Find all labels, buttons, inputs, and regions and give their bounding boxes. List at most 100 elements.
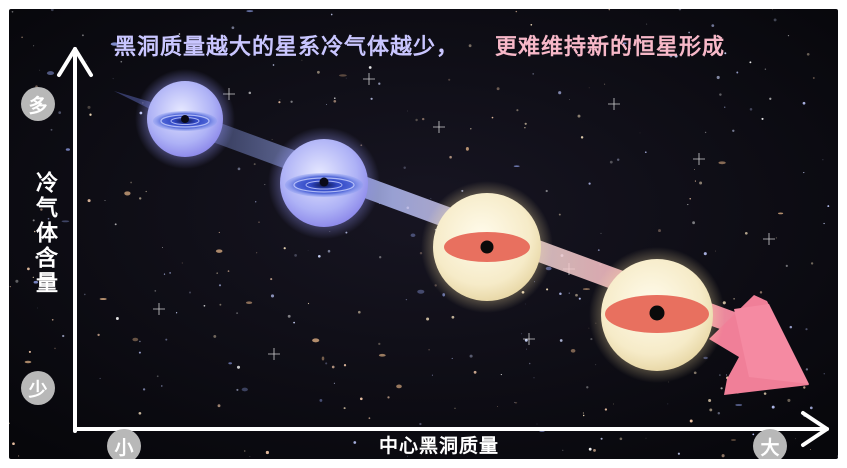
distant-galaxy — [570, 348, 576, 353]
galaxy-gas-rich-1 — [135, 69, 235, 169]
star — [18, 455, 20, 457]
x-axis-right-badge: 大 — [753, 429, 787, 459]
galaxy-gas-poor-1 — [421, 181, 553, 313]
star — [619, 437, 623, 441]
galaxy-gas-poor-2 — [589, 247, 725, 383]
x-axis-left-badge: 小 — [107, 429, 141, 459]
star — [646, 23, 648, 25]
star — [175, 312, 178, 314]
star — [40, 201, 43, 204]
star — [733, 297, 735, 300]
star — [253, 163, 256, 166]
star — [256, 252, 258, 254]
star — [287, 314, 291, 318]
star — [421, 117, 425, 121]
star — [11, 10, 14, 13]
star — [156, 375, 159, 378]
star — [227, 270, 230, 272]
star — [703, 252, 707, 256]
star — [724, 106, 726, 108]
star — [514, 401, 516, 403]
star — [249, 456, 251, 458]
star — [806, 52, 810, 56]
star — [556, 44, 559, 47]
star — [687, 204, 689, 206]
star — [33, 45, 35, 47]
star — [562, 449, 564, 451]
star — [470, 128, 472, 130]
star — [575, 293, 578, 297]
star — [327, 249, 331, 253]
star — [325, 362, 328, 365]
star — [349, 44, 352, 46]
star — [588, 87, 590, 89]
star — [169, 272, 171, 274]
bright-star — [363, 73, 375, 85]
star — [715, 250, 716, 252]
star — [163, 273, 166, 275]
distant-galaxy — [465, 147, 469, 151]
bright-star — [608, 98, 620, 110]
star — [658, 229, 661, 233]
star — [678, 9, 682, 11]
star — [114, 223, 117, 226]
bright-star — [693, 153, 705, 165]
star — [218, 231, 220, 234]
star — [669, 54, 673, 58]
star — [451, 315, 455, 319]
star — [50, 128, 53, 131]
star — [178, 33, 181, 35]
star — [595, 364, 597, 366]
star — [301, 59, 303, 61]
star — [823, 373, 825, 375]
bright-star — [153, 303, 165, 315]
star — [33, 230, 36, 233]
distant-galaxy — [513, 165, 520, 168]
distant-galaxy — [241, 387, 248, 392]
distant-galaxy — [396, 384, 402, 389]
star — [218, 284, 222, 287]
star — [789, 325, 793, 329]
distant-galaxy — [33, 280, 39, 284]
star — [694, 180, 696, 182]
star — [307, 250, 309, 251]
star — [138, 197, 142, 200]
star — [331, 365, 335, 369]
star — [667, 403, 669, 405]
distant-galaxy — [61, 220, 70, 223]
star — [304, 43, 307, 46]
star — [379, 256, 382, 259]
star — [582, 412, 584, 414]
star — [532, 73, 535, 75]
star — [827, 205, 830, 208]
star — [149, 43, 152, 45]
star — [694, 168, 696, 170]
star — [608, 9, 611, 11]
star — [403, 166, 406, 169]
star — [736, 71, 739, 74]
star — [54, 347, 56, 350]
star — [711, 24, 715, 27]
distant-galaxy — [622, 42, 627, 45]
star — [387, 396, 390, 399]
star — [307, 302, 310, 305]
star — [317, 254, 321, 258]
star — [689, 198, 691, 200]
star — [604, 83, 606, 85]
star — [326, 103, 328, 105]
star — [803, 386, 806, 389]
diagram-canvas — [9, 9, 838, 459]
star — [431, 374, 433, 376]
star — [516, 109, 519, 112]
y-axis-bottom-badge: 少 — [21, 371, 55, 405]
star — [805, 368, 809, 371]
star — [83, 293, 86, 296]
star — [525, 303, 526, 305]
diagram-frame: 黑洞质量越大的星系冷气体越少， 更难维持新的恒星形成 冷气体含量 中心黑洞质量 … — [9, 9, 838, 459]
star — [469, 354, 473, 358]
distant-galaxy — [246, 10, 254, 13]
star — [81, 34, 84, 37]
star — [837, 455, 838, 457]
star — [47, 217, 50, 220]
star — [99, 377, 101, 379]
